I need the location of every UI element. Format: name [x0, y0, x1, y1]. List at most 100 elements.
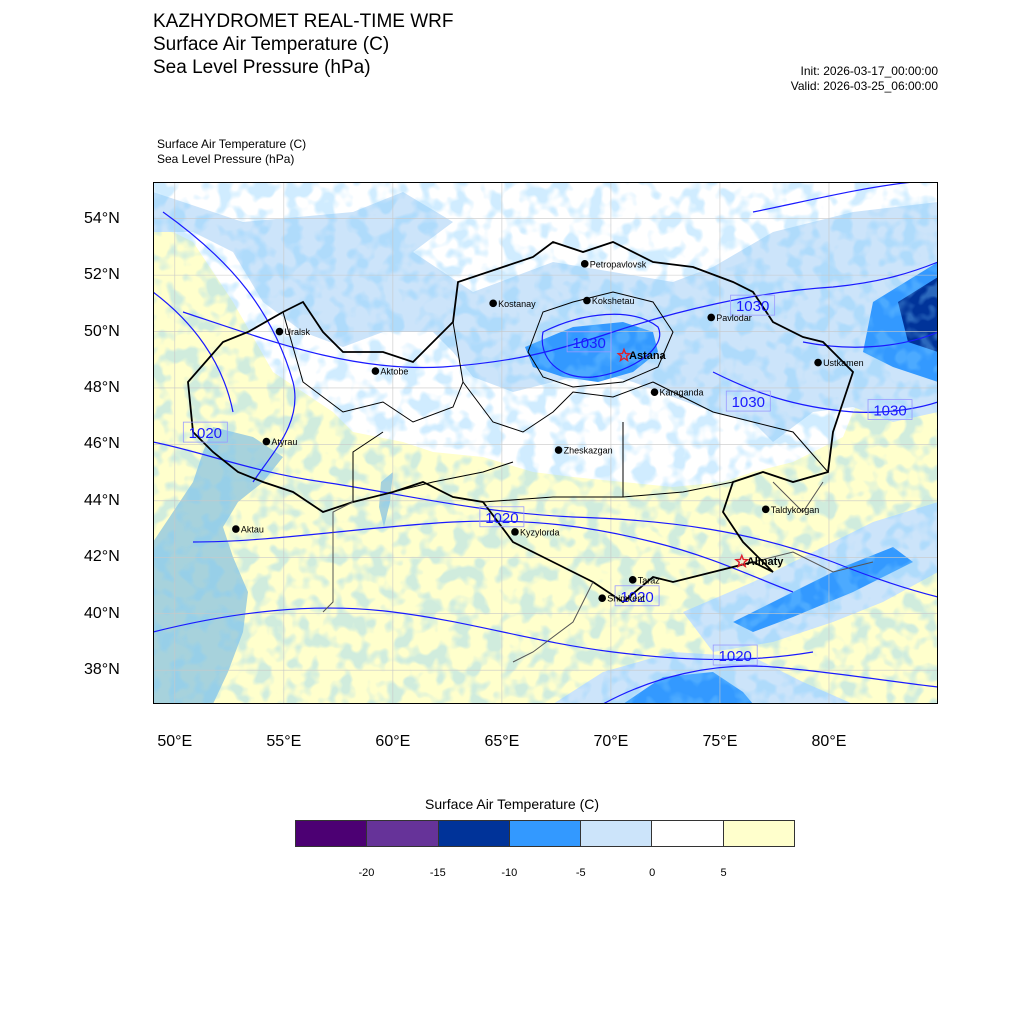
- neighbor-border-3: [752, 551, 874, 573]
- subtitle-line-2: Sea Level Pressure (hPa): [157, 152, 295, 166]
- lat-label: 52°N: [84, 266, 120, 284]
- city-ustkamen: Ustkamen: [814, 358, 864, 368]
- city-shimkent: Shimkent: [598, 594, 645, 604]
- city-label: Taldykorgan: [771, 505, 820, 515]
- lon-label: 65°E: [484, 733, 520, 750]
- colorbar-tick-label: 5: [720, 867, 727, 879]
- colorbar-tick-label: -20: [358, 867, 375, 879]
- isobar-label: 1030: [730, 294, 776, 316]
- map-frame: [153, 182, 938, 704]
- city-dot-icon: [761, 505, 770, 514]
- city-label: Aktobe: [380, 367, 408, 377]
- city-label: Petropavlovsk: [590, 259, 647, 269]
- neighbor-borders: [322, 481, 874, 663]
- isobar-labels: 1030 1030 1030 1030 1020 1020 1020 1020: [182, 294, 913, 666]
- region-border-3: [527, 291, 674, 388]
- isobar-1010-sw: [153, 607, 814, 661]
- lat-label: 50°N: [84, 322, 120, 340]
- city-label: Pavlodar: [716, 313, 752, 323]
- init-time: Init: 2026-03-17_00:00:00: [800, 64, 938, 78]
- isobar-label: 1030: [725, 390, 771, 412]
- city-dot-icon: [707, 313, 716, 322]
- lon-label: 50°E: [157, 733, 193, 750]
- city-dot-icon: [511, 528, 519, 536]
- lat-label: 44°N: [84, 491, 120, 509]
- isobar-label-text: 1020: [620, 589, 653, 606]
- isobar-1010-far-nw: [153, 291, 234, 413]
- colorbar-tick-label: -15: [429, 867, 446, 879]
- city-dot-icon: [814, 358, 822, 367]
- colorbar-swatch: [438, 821, 510, 846]
- city-dot-icon: [262, 437, 271, 446]
- isobar-1020-south: [192, 520, 794, 593]
- region-border-1: [282, 311, 464, 423]
- city-kostanay: Kostanay: [489, 299, 536, 309]
- weather-map: 1030 1030 1030 1030 1020 1020 1020 1020 Petropa…: [153, 182, 938, 704]
- city-petropavlovsk: Petropavlovsk: [580, 259, 647, 269]
- isobar-1035-east: [802, 331, 938, 348]
- isobars: [153, 182, 938, 704]
- isobar-1020-west: [153, 441, 938, 598]
- isobar-label: 1030: [566, 331, 612, 353]
- region-border-4: [652, 381, 829, 473]
- lon-label: 70°E: [593, 733, 629, 750]
- lon-label: 80°E: [811, 733, 847, 750]
- isobar-label-box: [730, 294, 776, 316]
- region-border-6: [392, 461, 514, 493]
- city-astana: Astana: [616, 347, 667, 362]
- isobar-label: 1020: [712, 644, 758, 666]
- colorbar-swatch: [723, 821, 794, 846]
- city-label: Kostanay: [498, 299, 536, 309]
- lat-label: 46°N: [84, 435, 120, 453]
- graticule: [153, 182, 938, 704]
- neighbor-border-1: [322, 501, 354, 613]
- valid-time: Valid: 2026-03-25_06:00:00: [790, 79, 938, 93]
- isobar-label-text: 1020: [719, 648, 752, 665]
- title-line-2: Surface Air Temperature (C): [153, 34, 390, 55]
- lat-label: 40°N: [84, 604, 120, 622]
- city-dot-icon: [628, 576, 637, 584]
- lat-label: 48°N: [84, 378, 120, 396]
- city-label: Atyrau: [271, 437, 297, 447]
- colorbar-title: Surface Air Temperature (C): [424, 796, 600, 812]
- city-dot-icon: [598, 594, 606, 602]
- region-border-2: [462, 381, 654, 433]
- city-label: Astana: [629, 350, 667, 362]
- isobar-label-text: 1030: [572, 335, 605, 352]
- isobar-1010-nw: [162, 211, 296, 483]
- colorbar-tick-label: -5: [575, 867, 586, 879]
- isobar-label-box: [867, 399, 913, 420]
- colorbar-tick-label: -10: [501, 867, 518, 879]
- city-taraz: Taraz: [628, 575, 661, 585]
- isobar-1030-east: [712, 371, 938, 413]
- isobar-1030-astana: [541, 313, 661, 378]
- region-border-7: [352, 431, 384, 502]
- city-almaty: Almaty: [734, 553, 784, 568]
- city-label: Aktau: [241, 525, 264, 535]
- city-taldykorgan: Taldykorgan: [761, 505, 820, 515]
- city-uralsk: Uralsk: [275, 327, 310, 337]
- city-markers: Petropavlovsk Kostanay Kokshetau Pavlodar Ur…: [232, 259, 864, 604]
- city-atyrau: Atyrau: [262, 437, 297, 447]
- colorbar-swatch: [652, 821, 724, 846]
- neighbor-border-4: [772, 481, 824, 513]
- isobar-1020-se: [602, 665, 938, 704]
- city-label: Taraz: [638, 575, 661, 585]
- city-kyzylorda: Kyzylorda: [511, 527, 559, 537]
- title-line-1: KAZHYDROMET REAL-TIME WRF: [153, 11, 454, 32]
- city-dot-icon: [232, 525, 240, 533]
- forecast-times: Init: 2026-03-17_00:00:00 Valid: 2026-03…: [791, 64, 938, 94]
- isobar-label-text: 1030: [732, 394, 765, 411]
- city-label: Karaganda: [660, 388, 704, 398]
- isobar-label-text: 1030: [873, 403, 906, 420]
- plot-subtitle: Surface Air Temperature (C) Sea Level Pr…: [157, 137, 306, 167]
- isobar-label: 1020: [182, 421, 228, 443]
- isobar-label-box: [566, 331, 612, 353]
- city-karaganda: Karaganda: [650, 388, 704, 398]
- city-label: Kokshetau: [592, 296, 635, 306]
- isobar-label: 1020: [614, 585, 660, 607]
- city-aktau: Aktau: [232, 525, 264, 535]
- city-pavlodar: Pavlodar: [707, 313, 752, 323]
- lat-label: 54°N: [84, 209, 120, 227]
- city-zheskazgan: Zheskazgan: [554, 446, 613, 456]
